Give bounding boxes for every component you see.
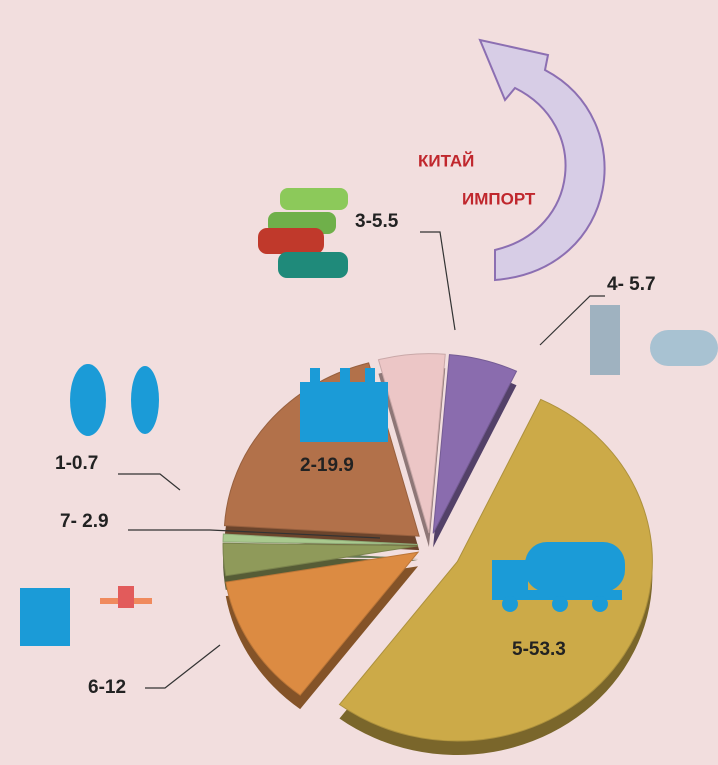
data-label: 2-19.9 [300, 455, 354, 476]
data-label: 4- 5.7 [607, 274, 656, 295]
data-label: 3-5.5 [355, 211, 399, 232]
data-label: 1-0.7 [55, 453, 98, 474]
data-label: 6-12 [88, 677, 126, 698]
factory-icon [300, 368, 388, 442]
annotation: ИМПОРТ [462, 189, 536, 208]
data-label: 7- 2.9 [60, 511, 109, 532]
chart: КИТАЙ ИМПОРТ 3-5.5 4- 5.7 5-53.3 6-12 7- 2.9… [0, 0, 718, 765]
data-label: 5-53.3 [512, 639, 566, 660]
annotation: КИТАЙ [418, 151, 474, 170]
